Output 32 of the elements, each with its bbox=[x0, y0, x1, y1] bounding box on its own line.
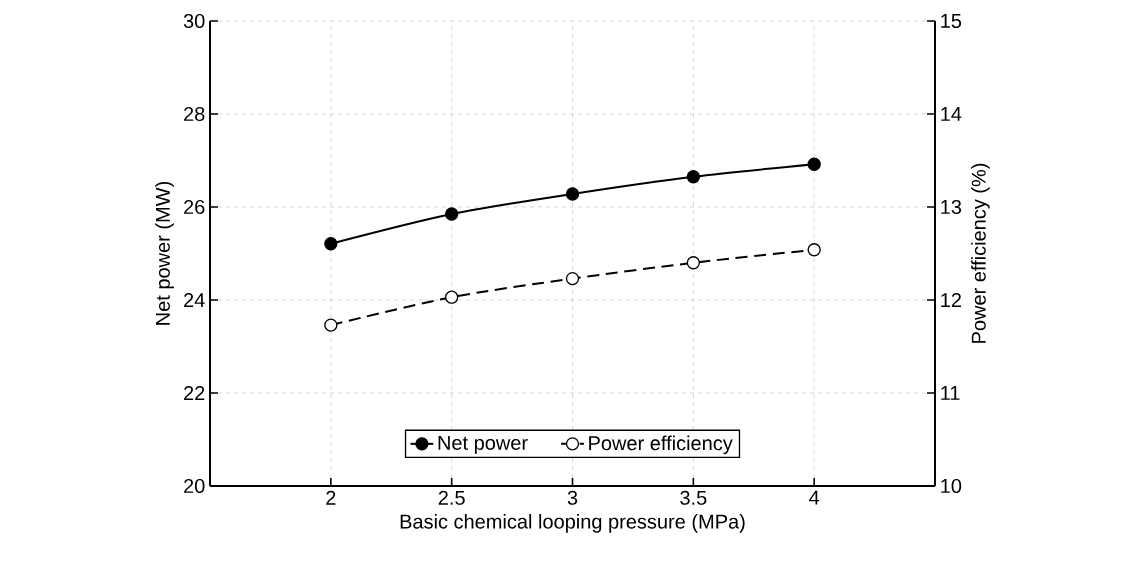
y2-tick-label: 14 bbox=[941, 107, 962, 121]
y2-tick-label: 11 bbox=[941, 386, 960, 400]
y2-axis-title: Power efficiency (%) bbox=[971, 163, 990, 343]
point bbox=[324, 237, 338, 251]
point bbox=[445, 290, 459, 304]
y2-tick-label: 15 bbox=[941, 14, 962, 28]
x-tick-label: 2 bbox=[326, 490, 336, 505]
x-tick-label: 3.5 bbox=[680, 490, 707, 505]
x-axis-title: Basic chemical looping pressure (MPa) bbox=[400, 514, 745, 533]
point bbox=[686, 170, 701, 184]
x-tick-label: 2.5 bbox=[438, 490, 465, 505]
x-tick-label: 4 bbox=[809, 490, 820, 505]
y-tick-label: 24 bbox=[184, 293, 205, 307]
x-tick-label: 3 bbox=[567, 490, 578, 505]
y-tick-label: 20 bbox=[184, 478, 205, 494]
y-tick-label: 22 bbox=[184, 386, 205, 400]
point bbox=[445, 207, 459, 221]
point bbox=[565, 271, 580, 286]
y2-tick-label: 12 bbox=[941, 293, 961, 307]
legend-label: Power efficiency bbox=[589, 435, 733, 455]
point bbox=[807, 243, 821, 257]
point bbox=[565, 187, 580, 201]
point bbox=[807, 157, 821, 171]
y-tick-label: 28 bbox=[184, 106, 205, 122]
y-tick-label: 26 bbox=[184, 199, 205, 215]
legend-label: Net power bbox=[438, 435, 528, 454]
y-tick-label: 30 bbox=[183, 13, 205, 29]
y2-tick-label: 13 bbox=[941, 199, 962, 215]
point bbox=[686, 256, 701, 270]
point bbox=[324, 318, 338, 332]
y-axis-title: Net power (MW) bbox=[155, 181, 174, 325]
y2-tick-label: 10 bbox=[941, 478, 962, 494]
